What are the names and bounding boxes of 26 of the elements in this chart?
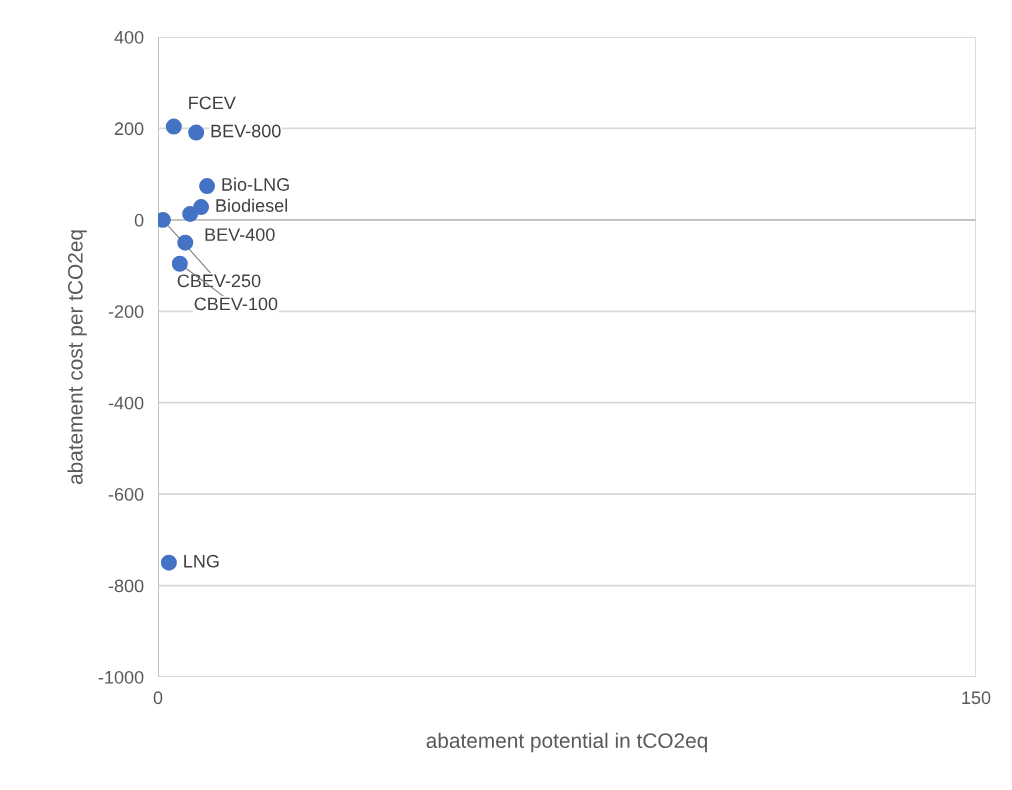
- y-tick-label: -200: [108, 305, 144, 319]
- annotation: CBEV-250: [177, 274, 261, 288]
- y-tick-label: 400: [114, 30, 144, 44]
- annotation: FCEV: [189, 96, 236, 110]
- annotation: BEV-400: [205, 228, 275, 241]
- annotation: Bio-LNG: [222, 177, 289, 191]
- point: [193, 199, 210, 216]
- point: [160, 554, 177, 571]
- y-tick-label: 200: [114, 122, 144, 136]
- y-axis-title: abatement cost per tCO2eq: [67, 230, 87, 485]
- x-tick-label: 150: [962, 691, 991, 705]
- point: [171, 255, 188, 272]
- annotation: LNG: [184, 554, 219, 568]
- annotation: BEV-800: [211, 124, 281, 138]
- point: [199, 178, 216, 195]
- y-tick-label: -800: [108, 579, 144, 593]
- point: [188, 124, 205, 141]
- annotation: CBEV-100: [194, 297, 278, 311]
- y-tick-label: -600: [108, 488, 144, 501]
- annotation: Biodiesel: [216, 198, 288, 212]
- y-tick-label: -400: [108, 396, 144, 410]
- y-tick-label: 0: [134, 213, 144, 227]
- point: [182, 205, 199, 222]
- x-axis-title: abatement potential in tCO2eq: [426, 732, 707, 753]
- y-tick-label: -1000: [98, 670, 144, 684]
- point: [165, 118, 182, 135]
